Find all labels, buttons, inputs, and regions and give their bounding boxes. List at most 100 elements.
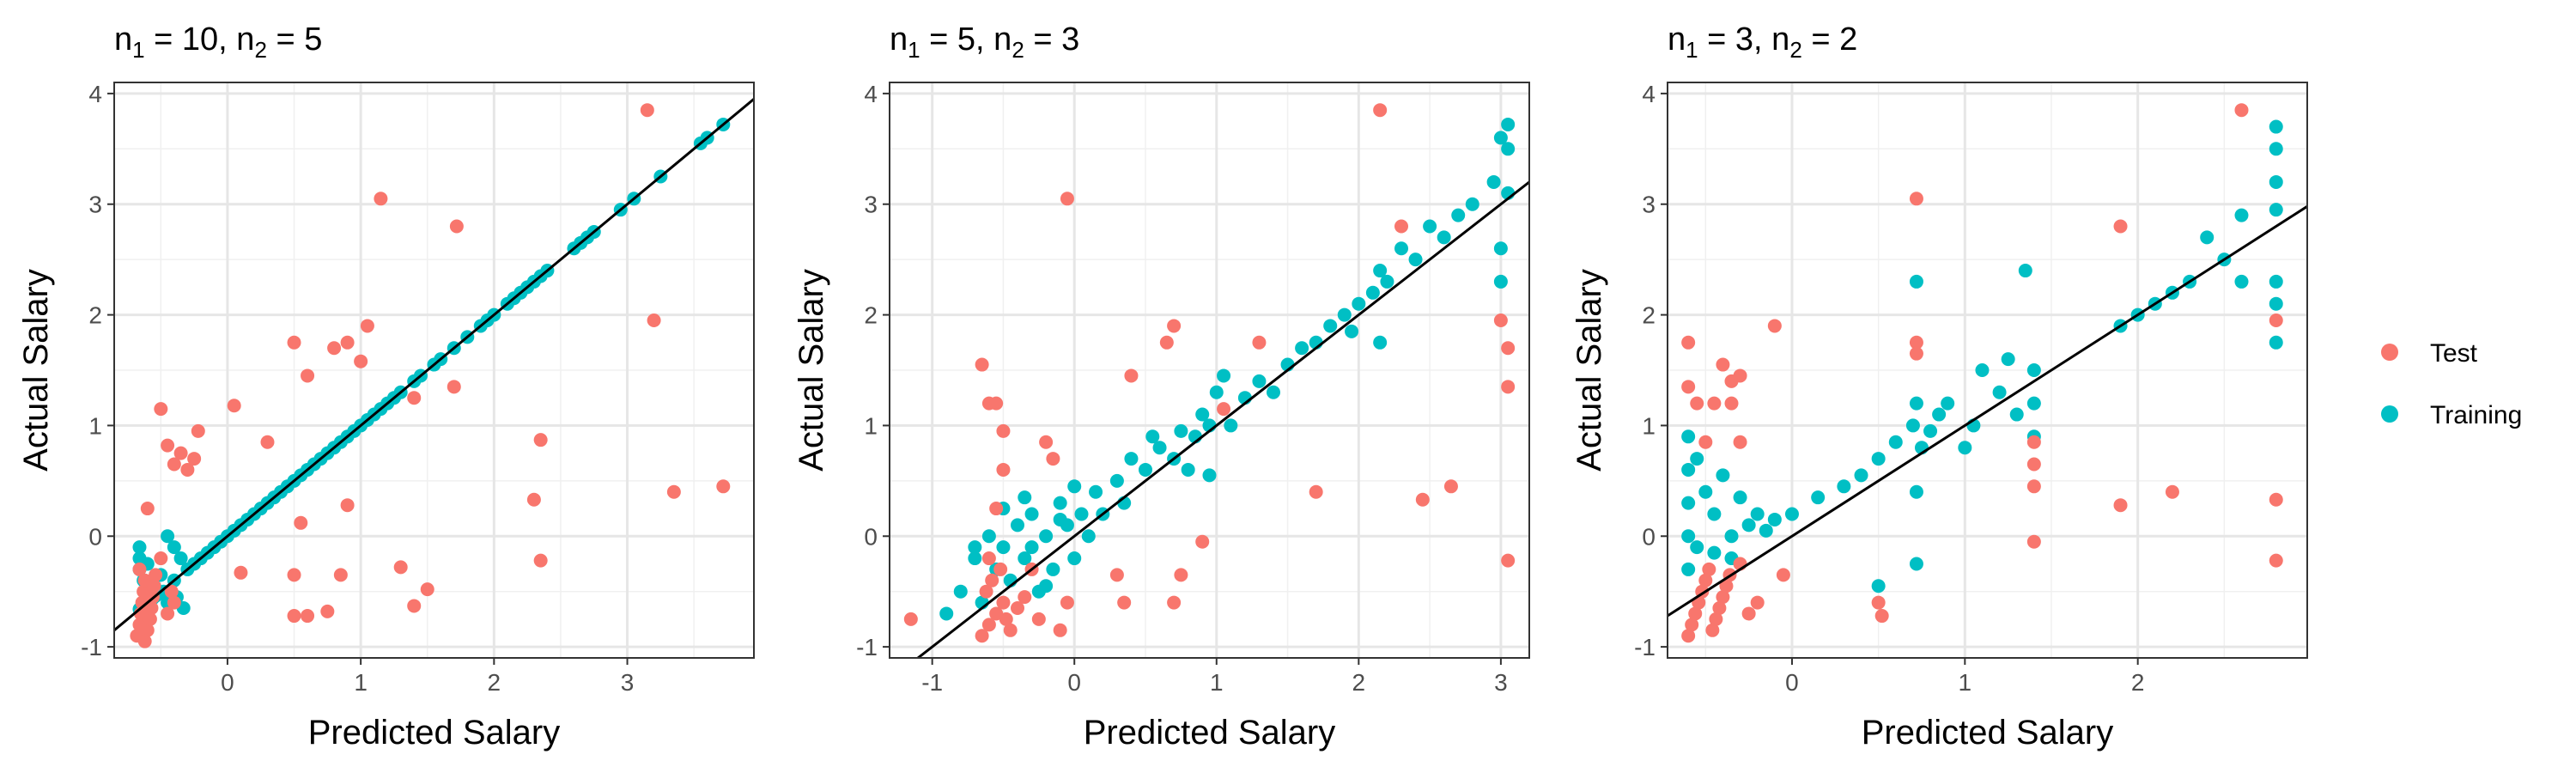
training-point [1759, 523, 1773, 538]
panel-title: n1 = 5, n2 = 3 [890, 21, 1079, 63]
training-point [1837, 479, 1851, 494]
training-point [996, 540, 1011, 555]
gridlines [114, 82, 754, 658]
test-point [1724, 396, 1739, 411]
test-point [2113, 219, 2128, 234]
test-point [1394, 219, 1408, 234]
training-point [1932, 407, 1947, 422]
training-point [167, 540, 181, 555]
test-point [666, 484, 681, 499]
training-point [1871, 452, 1886, 466]
y-tick-label: 3 [88, 192, 102, 218]
training-point [1707, 545, 1722, 560]
training-point [1493, 131, 1508, 145]
test-point [1018, 590, 1032, 605]
training-point [1767, 512, 1782, 526]
training-point [1209, 385, 1224, 399]
test-point [143, 612, 157, 626]
test-point [1776, 568, 1790, 582]
test-point [301, 368, 315, 383]
fit-line [1668, 205, 2307, 618]
test-point [1039, 435, 1054, 449]
training-point [1139, 462, 1152, 477]
training-point [1681, 429, 1696, 444]
training-point [1909, 396, 1923, 411]
test-point [234, 565, 248, 580]
training-point [1958, 441, 1972, 455]
test-point [989, 396, 1004, 411]
training-point [1854, 468, 1868, 483]
test-point [2269, 313, 2283, 328]
test-point [180, 462, 195, 477]
x-tick-label: 0 [1785, 669, 1799, 696]
test-point [1011, 601, 1024, 616]
test-point [1195, 534, 1210, 549]
training-point [1089, 484, 1103, 499]
training-point [1074, 507, 1089, 521]
test-point [2026, 479, 2041, 494]
training-point [1323, 319, 1338, 333]
y-tick-label: 1 [1642, 412, 1656, 439]
test-point [287, 335, 301, 350]
test-point [1750, 595, 1765, 610]
test-point [1733, 435, 1747, 449]
test-point [173, 446, 188, 460]
test-point [1415, 492, 1430, 507]
y-tick-label: -1 [856, 634, 878, 660]
test-point [1167, 319, 1182, 333]
training-point [1067, 479, 1082, 494]
training-point [1784, 507, 1799, 521]
test-point [140, 623, 155, 637]
x-axis-title: Predicted Salary [308, 714, 560, 752]
test-point [716, 479, 731, 494]
test-point [333, 568, 348, 582]
test-point [161, 438, 175, 453]
test-point [420, 582, 434, 597]
x-axis-title: Predicted Salary [1084, 714, 1335, 752]
x-tick-label: -1 [921, 669, 943, 696]
training-point [2026, 363, 2041, 377]
training-point [1724, 529, 1739, 544]
test-point [1046, 452, 1060, 466]
test-point [2026, 534, 2041, 549]
test-point [287, 568, 301, 582]
test-point [1871, 595, 1886, 610]
training-point [939, 606, 954, 621]
panel-title: n1 = 10, n2 = 5 [114, 21, 322, 63]
training-point [2269, 174, 2283, 189]
training-point [1202, 468, 1217, 483]
y-tick-label: 0 [1642, 523, 1656, 550]
training-point [1501, 142, 1516, 156]
training-point [1493, 274, 1508, 289]
training-point [1909, 484, 1923, 499]
fit-line [114, 98, 754, 631]
training-point [1992, 385, 2007, 399]
legend: Test Training [2381, 339, 2522, 429]
test-point [167, 595, 181, 610]
test-point [1702, 562, 1716, 576]
training-point [1217, 368, 1231, 383]
test-point [227, 399, 241, 413]
y-tick-label: 3 [1642, 192, 1656, 218]
test-point [1709, 612, 1723, 626]
test-point [149, 568, 163, 582]
training-point [1018, 551, 1032, 566]
training-point [1690, 452, 1704, 466]
test-point [1690, 396, 1704, 411]
test-point [2165, 484, 2179, 499]
test-point [1217, 402, 1231, 417]
test-point [1443, 479, 1458, 494]
test-point [1501, 380, 1516, 394]
fit-line [915, 180, 1529, 658]
test-point [1688, 606, 1703, 621]
y-tick-label: 2 [88, 302, 102, 329]
test-point [1741, 606, 1756, 621]
training-point [1733, 490, 1747, 505]
test-point [154, 402, 168, 417]
test-point [1117, 595, 1132, 610]
training-point [1811, 490, 1826, 505]
training-point [1081, 529, 1096, 544]
training-point [1046, 562, 1060, 576]
training-point [1486, 174, 1501, 189]
